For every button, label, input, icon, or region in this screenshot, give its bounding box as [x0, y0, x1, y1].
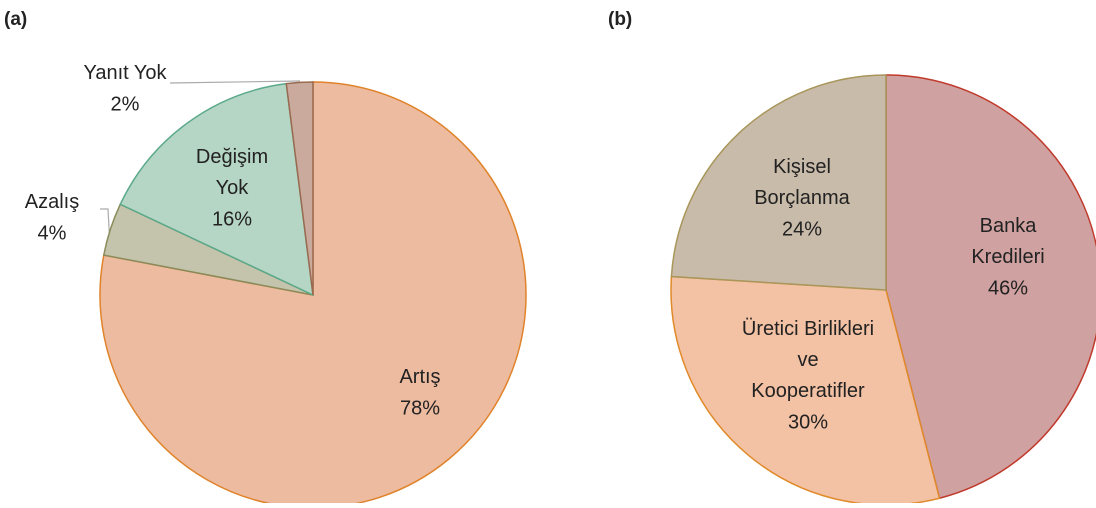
- slice-label: Değişim Yok: [196, 146, 268, 199]
- pie: [670, 74, 1096, 506]
- slice-label: Üretici Birlikleri ve Kooperatifler: [742, 318, 874, 402]
- slice-label: Banka Kredileri: [971, 215, 1044, 268]
- leader-line: [169, 80, 301, 84]
- value-label: 46%: [988, 277, 1028, 299]
- chart-title: (b): [608, 9, 632, 30]
- value-label: 30%: [788, 411, 828, 433]
- slice-label: Azalış: [25, 191, 79, 213]
- slice-label: Yanıt Yok: [83, 62, 167, 84]
- pie-slice: [670, 74, 887, 291]
- chart-title: (a): [4, 9, 27, 30]
- slice-label: Artış: [399, 366, 440, 388]
- value-label: 2%: [111, 93, 140, 115]
- value-label: 4%: [38, 222, 67, 244]
- pie: [99, 81, 527, 508]
- pie-slice: [119, 82, 314, 297]
- pie-slice: [285, 81, 314, 296]
- slice-label: Kişisel Borçlanma: [754, 156, 850, 209]
- value-label: 24%: [782, 218, 822, 240]
- pie-slice: [885, 74, 1096, 500]
- value-label: 78%: [400, 397, 440, 419]
- value-label: 16%: [212, 208, 252, 230]
